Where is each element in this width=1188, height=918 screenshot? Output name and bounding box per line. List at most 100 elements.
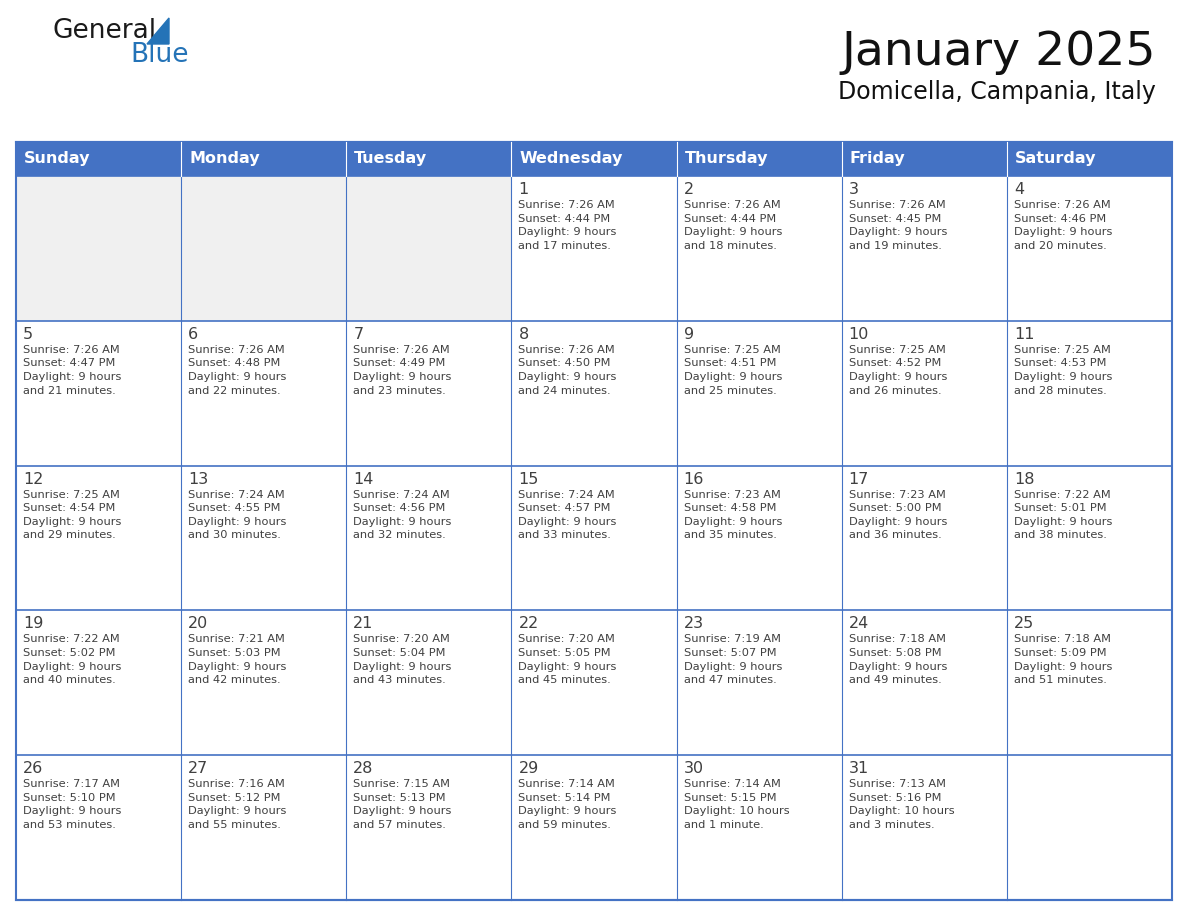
Text: 25: 25: [1013, 616, 1034, 632]
Text: Sunrise: 7:17 AM
Sunset: 5:10 PM
Daylight: 9 hours
and 53 minutes.: Sunrise: 7:17 AM Sunset: 5:10 PM Dayligh…: [23, 779, 121, 830]
Text: Blue: Blue: [129, 42, 189, 68]
Bar: [15, 142, 1173, 900]
Text: January 2025: January 2025: [841, 30, 1156, 75]
Bar: [1007, 465, 1173, 610]
Text: Sunrise: 7:16 AM
Sunset: 5:12 PM
Daylight: 9 hours
and 55 minutes.: Sunrise: 7:16 AM Sunset: 5:12 PM Dayligh…: [188, 779, 286, 830]
Bar: [15, 756, 181, 900]
Bar: [346, 610, 511, 756]
Text: 21: 21: [353, 616, 374, 632]
Text: Sunrise: 7:19 AM
Sunset: 5:07 PM
Daylight: 9 hours
and 47 minutes.: Sunrise: 7:19 AM Sunset: 5:07 PM Dayligh…: [683, 634, 782, 685]
Text: Saturday: Saturday: [1015, 151, 1097, 166]
Text: 16: 16: [683, 472, 704, 487]
Text: Sunrise: 7:26 AM
Sunset: 4:47 PM
Daylight: 9 hours
and 21 minutes.: Sunrise: 7:26 AM Sunset: 4:47 PM Dayligh…: [23, 345, 121, 396]
Text: 5: 5: [23, 327, 33, 341]
Text: 24: 24: [848, 616, 868, 632]
Bar: [842, 610, 1007, 756]
Bar: [511, 320, 677, 465]
Text: General: General: [52, 18, 156, 44]
Text: 18: 18: [1013, 472, 1035, 487]
Text: 1: 1: [518, 182, 529, 197]
Bar: [181, 142, 346, 176]
Bar: [1007, 142, 1173, 176]
Bar: [346, 320, 511, 465]
Text: 6: 6: [188, 327, 198, 341]
Text: Friday: Friday: [849, 151, 905, 166]
Bar: [181, 320, 346, 465]
Bar: [346, 756, 511, 900]
Text: 31: 31: [848, 761, 868, 777]
Bar: [677, 320, 842, 465]
Text: Sunrise: 7:26 AM
Sunset: 4:49 PM
Daylight: 9 hours
and 23 minutes.: Sunrise: 7:26 AM Sunset: 4:49 PM Dayligh…: [353, 345, 451, 396]
Bar: [677, 756, 842, 900]
Text: 23: 23: [683, 616, 703, 632]
Bar: [677, 176, 842, 320]
Bar: [842, 320, 1007, 465]
Bar: [15, 320, 181, 465]
Text: 2: 2: [683, 182, 694, 197]
Text: Sunrise: 7:25 AM
Sunset: 4:54 PM
Daylight: 9 hours
and 29 minutes.: Sunrise: 7:25 AM Sunset: 4:54 PM Dayligh…: [23, 489, 121, 541]
Bar: [15, 176, 181, 320]
Text: 28: 28: [353, 761, 374, 777]
Bar: [15, 465, 181, 610]
Bar: [677, 465, 842, 610]
Text: Sunrise: 7:26 AM
Sunset: 4:44 PM
Daylight: 9 hours
and 18 minutes.: Sunrise: 7:26 AM Sunset: 4:44 PM Dayligh…: [683, 200, 782, 251]
Text: 10: 10: [848, 327, 870, 341]
Text: 7: 7: [353, 327, 364, 341]
Text: 20: 20: [188, 616, 208, 632]
Bar: [511, 465, 677, 610]
Text: Sunrise: 7:26 AM
Sunset: 4:46 PM
Daylight: 9 hours
and 20 minutes.: Sunrise: 7:26 AM Sunset: 4:46 PM Dayligh…: [1013, 200, 1112, 251]
Bar: [511, 176, 677, 320]
Text: 19: 19: [23, 616, 44, 632]
Text: Domicella, Campania, Italy: Domicella, Campania, Italy: [838, 80, 1156, 104]
Text: Sunrise: 7:21 AM
Sunset: 5:03 PM
Daylight: 9 hours
and 42 minutes.: Sunrise: 7:21 AM Sunset: 5:03 PM Dayligh…: [188, 634, 286, 685]
Text: 15: 15: [518, 472, 539, 487]
Text: Wednesday: Wednesday: [519, 151, 623, 166]
Bar: [181, 756, 346, 900]
Text: Sunrise: 7:22 AM
Sunset: 5:01 PM
Daylight: 9 hours
and 38 minutes.: Sunrise: 7:22 AM Sunset: 5:01 PM Dayligh…: [1013, 489, 1112, 541]
Text: Sunrise: 7:20 AM
Sunset: 5:04 PM
Daylight: 9 hours
and 43 minutes.: Sunrise: 7:20 AM Sunset: 5:04 PM Dayligh…: [353, 634, 451, 685]
Text: Sunrise: 7:14 AM
Sunset: 5:14 PM
Daylight: 9 hours
and 59 minutes.: Sunrise: 7:14 AM Sunset: 5:14 PM Dayligh…: [518, 779, 617, 830]
Bar: [842, 142, 1007, 176]
Text: Sunrise: 7:25 AM
Sunset: 4:52 PM
Daylight: 9 hours
and 26 minutes.: Sunrise: 7:25 AM Sunset: 4:52 PM Dayligh…: [848, 345, 947, 396]
Text: Sunrise: 7:18 AM
Sunset: 5:08 PM
Daylight: 9 hours
and 49 minutes.: Sunrise: 7:18 AM Sunset: 5:08 PM Dayligh…: [848, 634, 947, 685]
Text: Sunday: Sunday: [24, 151, 90, 166]
Bar: [346, 176, 511, 320]
Polygon shape: [147, 18, 169, 44]
Text: Sunrise: 7:24 AM
Sunset: 4:57 PM
Daylight: 9 hours
and 33 minutes.: Sunrise: 7:24 AM Sunset: 4:57 PM Dayligh…: [518, 489, 617, 541]
Text: 12: 12: [23, 472, 44, 487]
Bar: [1007, 320, 1173, 465]
Text: Sunrise: 7:14 AM
Sunset: 5:15 PM
Daylight: 10 hours
and 1 minute.: Sunrise: 7:14 AM Sunset: 5:15 PM Dayligh…: [683, 779, 789, 830]
Text: 4: 4: [1013, 182, 1024, 197]
Text: Tuesday: Tuesday: [354, 151, 428, 166]
Text: 17: 17: [848, 472, 870, 487]
Text: Sunrise: 7:15 AM
Sunset: 5:13 PM
Daylight: 9 hours
and 57 minutes.: Sunrise: 7:15 AM Sunset: 5:13 PM Dayligh…: [353, 779, 451, 830]
Text: Sunrise: 7:22 AM
Sunset: 5:02 PM
Daylight: 9 hours
and 40 minutes.: Sunrise: 7:22 AM Sunset: 5:02 PM Dayligh…: [23, 634, 121, 685]
Bar: [842, 756, 1007, 900]
Bar: [181, 610, 346, 756]
Bar: [511, 610, 677, 756]
Text: Monday: Monday: [189, 151, 260, 166]
Bar: [511, 142, 677, 176]
Bar: [1007, 610, 1173, 756]
Text: 29: 29: [518, 761, 538, 777]
Bar: [842, 465, 1007, 610]
Bar: [181, 176, 346, 320]
Text: 14: 14: [353, 472, 374, 487]
Text: 27: 27: [188, 761, 208, 777]
Text: 9: 9: [683, 327, 694, 341]
Text: Sunrise: 7:26 AM
Sunset: 4:45 PM
Daylight: 9 hours
and 19 minutes.: Sunrise: 7:26 AM Sunset: 4:45 PM Dayligh…: [848, 200, 947, 251]
Text: Sunrise: 7:26 AM
Sunset: 4:48 PM
Daylight: 9 hours
and 22 minutes.: Sunrise: 7:26 AM Sunset: 4:48 PM Dayligh…: [188, 345, 286, 396]
Text: Sunrise: 7:20 AM
Sunset: 5:05 PM
Daylight: 9 hours
and 45 minutes.: Sunrise: 7:20 AM Sunset: 5:05 PM Dayligh…: [518, 634, 617, 685]
Text: 30: 30: [683, 761, 703, 777]
Bar: [842, 176, 1007, 320]
Text: 22: 22: [518, 616, 538, 632]
Bar: [15, 610, 181, 756]
Bar: [346, 465, 511, 610]
Bar: [346, 142, 511, 176]
Text: Sunrise: 7:23 AM
Sunset: 4:58 PM
Daylight: 9 hours
and 35 minutes.: Sunrise: 7:23 AM Sunset: 4:58 PM Dayligh…: [683, 489, 782, 541]
Text: 26: 26: [23, 761, 43, 777]
Text: 11: 11: [1013, 327, 1035, 341]
Text: 13: 13: [188, 472, 208, 487]
Bar: [1007, 176, 1173, 320]
Text: Sunrise: 7:25 AM
Sunset: 4:51 PM
Daylight: 9 hours
and 25 minutes.: Sunrise: 7:25 AM Sunset: 4:51 PM Dayligh…: [683, 345, 782, 396]
